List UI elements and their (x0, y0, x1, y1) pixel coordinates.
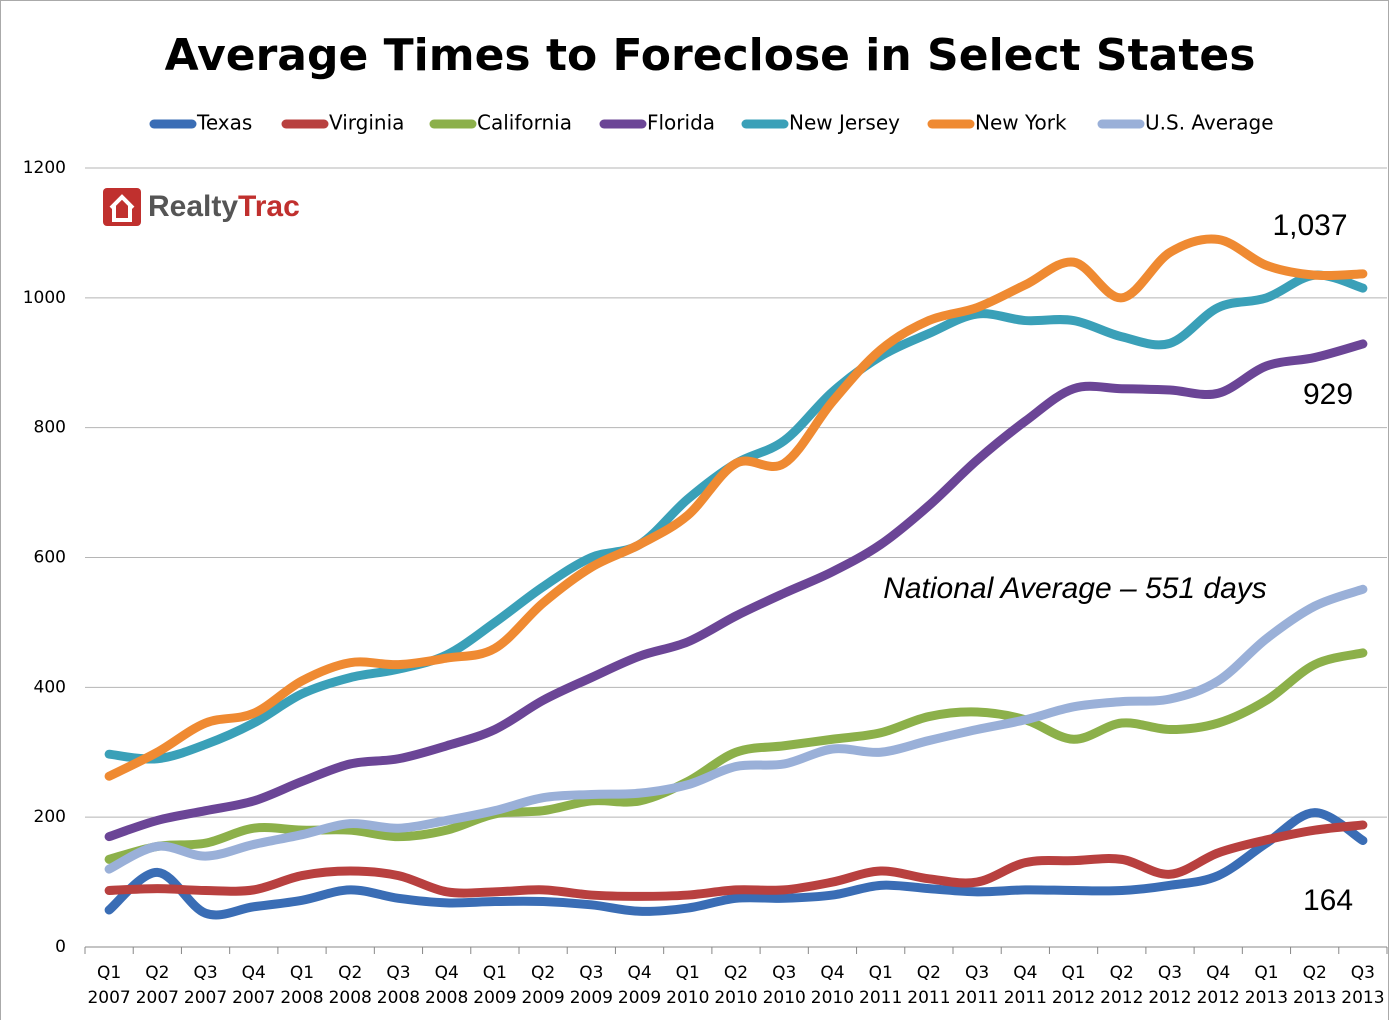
y-tick-label: 200 (34, 807, 66, 827)
x-tick-label: Q3 (1158, 963, 1182, 983)
series-line (104, 820, 1368, 901)
y-tick-label: 600 (34, 548, 66, 568)
logo-mark: Realty (148, 190, 238, 223)
x-tick-label: 2007 (136, 988, 179, 1008)
x-tick-label: Q1 (869, 963, 893, 983)
annotation: 164 (1303, 884, 1353, 917)
legend-label: New Jersey (789, 111, 900, 135)
x-tick-label: Q3 (579, 963, 603, 983)
x-tick-label: Q2 (1110, 963, 1134, 983)
x-tick-label: Q4 (242, 963, 266, 983)
x-tick-label: Q1 (1254, 963, 1278, 983)
legend-label: Florida (647, 111, 715, 135)
series-line (104, 234, 1368, 781)
legend-label: U.S. Average (1145, 111, 1274, 135)
legend-label: Texas (196, 111, 252, 135)
x-tick-label: 2009 (521, 988, 564, 1008)
x-tick-label: 2013 (1245, 988, 1288, 1008)
x-tick-label: Q1 (1061, 963, 1085, 983)
x-tick-label: Q1 (483, 963, 507, 983)
y-tick-label: 1000 (23, 288, 66, 308)
series-line (104, 808, 1368, 920)
x-tick-label: 2011 (1004, 988, 1047, 1008)
x-tick-label: 2009 (618, 988, 661, 1008)
x-tick-label: 2013 (1293, 988, 1336, 1008)
lines (104, 234, 1368, 920)
x-tick-label: 2008 (377, 988, 420, 1008)
x-tick-label: Q3 (1351, 963, 1375, 983)
series-line (104, 339, 1368, 842)
logo-accent: Trac (238, 190, 300, 223)
x-tick-label: Q3 (193, 963, 217, 983)
x-tick-label: Q4 (435, 963, 459, 983)
x-tick-label: Q4 (1013, 963, 1037, 983)
x-tick-label: 2011 (859, 988, 902, 1008)
x-tick-label: 2008 (425, 988, 468, 1008)
y-tick-label: 800 (34, 418, 66, 438)
x-tick-label: 2007 (184, 988, 227, 1008)
legend-item: Texas (149, 111, 252, 135)
x-tick-label: 2007 (87, 988, 130, 1008)
legend-item: California (429, 111, 572, 135)
y-tick-label: 0 (55, 937, 66, 957)
x-tick-label: 2011 (907, 988, 950, 1008)
y-tick-label: 1200 (23, 158, 66, 178)
legend-label: California (477, 111, 572, 135)
x-tick-label: 2013 (1341, 988, 1384, 1008)
x-tick-label: 2010 (811, 988, 854, 1008)
annotation: 1,037 (1272, 209, 1347, 242)
x-tick-label: Q3 (386, 963, 410, 983)
logo-text: RealtyTrac (148, 190, 300, 223)
logo-house (109, 194, 135, 222)
chart-title: Average Times to Foreclose in Select Sta… (165, 30, 1256, 81)
x-tick-label: Q3 (965, 963, 989, 983)
legend-item: Virginia (281, 111, 404, 135)
x-tick-label: 2012 (1100, 988, 1143, 1008)
x-tick-label: 2009 (570, 988, 613, 1008)
x-tick-label: Q2 (338, 963, 362, 983)
x-tick-label: Q2 (724, 963, 748, 983)
legend-item: New York (927, 111, 1067, 135)
x-tick-label: Q2 (531, 963, 555, 983)
x-tick-label: 2010 (666, 988, 709, 1008)
x-tick-label: 2011 (955, 988, 998, 1008)
x-tick-label: 2010 (714, 988, 757, 1008)
x-tick-label: 2007 (232, 988, 275, 1008)
legend-item: New Jersey (741, 111, 900, 135)
grid: 0 200 400 600 800 1000 1200 Q1 2007 Q2 2007 Q3 2007 Q… (23, 158, 1388, 1008)
x-tick-label: 2008 (280, 988, 323, 1008)
x-tick-label: Q1 (290, 963, 314, 983)
legend-label: Virginia (329, 111, 404, 135)
x-tick-label: Q1 (676, 963, 700, 983)
legend-item: U.S. Average (1097, 111, 1274, 135)
x-tick-label: 2012 (1148, 988, 1191, 1008)
logo: RealtyTrac (103, 188, 300, 226)
x-tick-label: 2008 (329, 988, 372, 1008)
x-tick-label: Q2 (917, 963, 941, 983)
x-tick-label: Q3 (772, 963, 796, 983)
y-tick-label: 400 (34, 677, 66, 697)
x-tick-label: Q4 (1206, 963, 1230, 983)
legend-item: Florida (599, 111, 715, 135)
x-tick-label: Q2 (145, 963, 169, 983)
annotation: National Average – 551 days (883, 572, 1267, 605)
x-tick-label: Q2 (1303, 963, 1327, 983)
x-tick-label: 2012 (1197, 988, 1240, 1008)
x-tick-label: Q4 (820, 963, 844, 983)
series-line (104, 584, 1368, 874)
x-tick-label: 2012 (1052, 988, 1095, 1008)
x-tick-label: Q1 (97, 963, 121, 983)
x-tick-label: 2009 (473, 988, 516, 1008)
legend-label: New York (975, 111, 1067, 135)
x-tick-label: Q4 (627, 963, 651, 983)
annotation: 929 (1303, 378, 1353, 411)
x-tick-label: 2010 (763, 988, 806, 1008)
